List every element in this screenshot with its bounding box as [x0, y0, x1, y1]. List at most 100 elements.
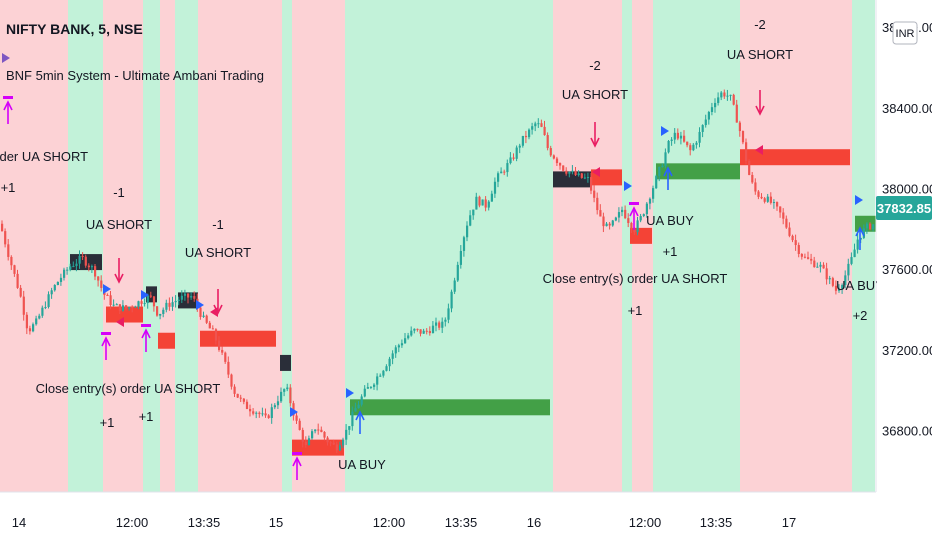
candle-up: [611, 220, 614, 226]
regime-band-long: [175, 0, 198, 492]
candle-down: [140, 301, 143, 304]
candle-up: [397, 345, 400, 348]
candle-up: [679, 135, 683, 139]
candle-down: [252, 411, 255, 414]
candle-down: [738, 122, 741, 132]
candle-down: [301, 429, 304, 442]
signal-label: UA BUY: [338, 457, 386, 472]
candle-up: [143, 303, 146, 305]
candle-down: [304, 441, 307, 446]
candle-down: [84, 256, 87, 266]
candle-down: [317, 429, 320, 431]
candle-up: [78, 255, 81, 264]
candle-down: [741, 131, 745, 143]
candle-down: [81, 255, 84, 257]
candle-up: [366, 387, 369, 389]
candle-up: [639, 216, 642, 221]
candle-down: [230, 374, 233, 387]
time-tick-label: 13:35: [445, 515, 478, 530]
candle-up: [862, 228, 865, 238]
symbol-title[interactable]: NIFTY BANK, 5, NSE: [6, 21, 143, 37]
candle-down: [779, 206, 782, 213]
candle-down: [428, 331, 431, 334]
candle-up: [407, 335, 410, 339]
candle-up: [621, 209, 624, 213]
candle-up: [636, 220, 639, 233]
candle-up: [270, 407, 273, 419]
signal-label: UA BUY: [646, 213, 694, 228]
study-title[interactable]: BNF 5min System - Ultimate Ambani Tradin…: [6, 68, 264, 83]
long-arrow-head-icon: [855, 226, 865, 237]
time-axis[interactable]: 14 12:00 13:35 15 12:00 13:35 16 12:00 13:35 17: [12, 515, 796, 530]
position-bar-hold: [280, 354, 291, 371]
candle-up: [75, 263, 78, 267]
candle-down: [580, 173, 583, 178]
candle-up: [50, 290, 53, 295]
candle-down: [205, 315, 208, 323]
candle-down: [763, 198, 766, 202]
candle-down: [555, 158, 559, 164]
candle-down: [748, 160, 751, 175]
candle-down: [797, 245, 800, 255]
currency-badge-box[interactable]: [892, 21, 918, 45]
regime-band-long: [282, 0, 292, 492]
entry-marker-head-icon: [101, 336, 111, 347]
candle-down: [125, 305, 128, 309]
signal-label: -1: [212, 217, 224, 232]
candle-up: [388, 358, 391, 367]
candle-down: [97, 276, 100, 281]
candle-down: [732, 94, 735, 105]
candle-up: [261, 413, 264, 415]
candle-up: [534, 123, 537, 127]
candle-down: [484, 199, 487, 208]
candle-up: [707, 112, 710, 120]
candle-down: [289, 387, 292, 404]
candle-up: [376, 376, 379, 385]
candle-up: [475, 196, 478, 210]
candle-up: [162, 309, 165, 314]
signal-flag-icon: [592, 167, 600, 177]
candle-up: [844, 275, 847, 285]
candle-up: [72, 266, 75, 268]
position-bar-short: [158, 332, 175, 349]
candle-up: [286, 387, 289, 390]
price-tick-label: 38000.00: [882, 181, 932, 196]
time-tick-label: 16: [527, 515, 541, 530]
candle-down: [788, 227, 791, 236]
candle-up: [497, 173, 500, 182]
candle-up: [664, 152, 667, 166]
candle-up: [382, 370, 385, 376]
candle-up: [816, 266, 819, 268]
candle-up: [772, 202, 776, 204]
candle-down: [224, 352, 227, 362]
candle-down: [503, 171, 506, 173]
candle-down: [187, 293, 190, 298]
candle-up: [661, 165, 664, 167]
currency-badge[interactable]: INR: [892, 21, 918, 45]
candle-down: [803, 256, 807, 258]
candle-down: [676, 132, 679, 139]
currency-badge-label[interactable]: INR: [896, 28, 915, 40]
regime-band-short: [103, 0, 143, 492]
candle-down: [822, 264, 825, 269]
short-arrow-head-icon: [114, 273, 124, 284]
candle-down: [152, 296, 156, 307]
candle-up: [577, 173, 580, 176]
candle-down: [791, 235, 794, 241]
candle-up: [391, 353, 394, 359]
candle-down: [723, 92, 726, 97]
candle-down: [118, 304, 121, 311]
signal-label: Close entry(s) order UA SHORT: [543, 271, 728, 286]
position-bar-hold: [146, 286, 157, 303]
position-bar-long: [350, 399, 550, 416]
candle-up: [66, 269, 69, 271]
candle-up: [521, 135, 524, 146]
candle-up: [537, 123, 540, 125]
candle-down: [825, 268, 828, 280]
time-tick-label: 13:35: [700, 515, 733, 530]
candle-up: [183, 293, 187, 296]
candle-up: [487, 201, 490, 208]
candle-down: [633, 229, 636, 233]
regime-band-short: [198, 0, 282, 492]
